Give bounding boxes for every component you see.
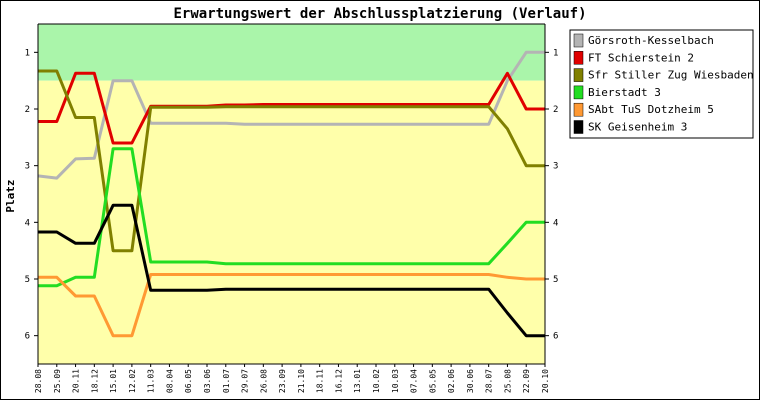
y-tick-label-left: 2	[25, 105, 30, 115]
y-tick-label-left: 6	[25, 332, 30, 342]
x-tick-label: 05.05	[428, 369, 437, 393]
x-tick-label: 20.10	[541, 369, 550, 393]
series-line-2	[38, 69, 545, 253]
x-tick-label: 28.08	[34, 369, 43, 393]
legend-swatch-2	[573, 68, 584, 82]
y-tick-label-right: 2	[553, 105, 558, 115]
x-tick-label: 07.04	[410, 369, 419, 393]
x-tick-label: 18.11	[316, 369, 325, 393]
x-tick-label: 10.02	[372, 369, 381, 393]
y-tick-label-left: 5	[25, 275, 30, 285]
series-line-1	[38, 71, 545, 145]
legend-label-1: FT Schierstein 2	[588, 51, 694, 64]
x-tick-label: 15.01	[109, 369, 118, 393]
x-tick-label: 06.05	[184, 369, 193, 393]
y-tick-label-right: 3	[553, 162, 558, 172]
legend-swatch-4	[573, 102, 584, 117]
y-tick-label-left: 4	[25, 218, 30, 228]
x-tick-label: 22.09	[522, 369, 531, 393]
y-tick-label-right: 6	[553, 332, 558, 342]
y-tick-label-left: 3	[25, 162, 30, 172]
legend-swatch-3	[573, 85, 584, 100]
y-tick-label-right: 4	[553, 218, 558, 228]
x-tick-label: 21.10	[297, 369, 306, 393]
chart-title: Erwartungswert der Abschlussplatzierung …	[173, 6, 586, 22]
legend-label-4: SAbt TuS Dotzheim 5	[588, 103, 714, 116]
x-tick-label: 03.06	[203, 369, 212, 393]
x-tick-label: 02.06	[447, 369, 456, 393]
x-tick-label: 10.03	[391, 369, 400, 393]
y-axis-label: Platz	[4, 179, 17, 212]
legend-swatch-0	[573, 33, 584, 48]
x-tick-label: 12.02	[128, 369, 137, 393]
x-tick-label: 28.07	[485, 369, 494, 393]
x-tick-label: 01.07	[222, 369, 231, 393]
x-tick-label: 11.03	[147, 369, 156, 393]
x-tick-label: 23.09	[278, 369, 287, 393]
y-tick-label-right: 1	[553, 48, 558, 58]
plot-band-1	[38, 80, 545, 365]
x-tick-label: 30.06	[466, 369, 475, 393]
series-line-4	[38, 273, 545, 338]
y-tick-label-left: 1	[25, 48, 30, 58]
legend-swatch-1	[573, 51, 584, 65]
legend-box	[569, 29, 754, 139]
x-tick-label: 26.08	[259, 369, 268, 393]
plot-band-0	[38, 24, 545, 81]
series-line-0	[37, 50, 545, 180]
series-line-3	[38, 147, 545, 288]
legend-label-5: SK Geisenheim 3	[588, 121, 687, 134]
series-line-5	[38, 203, 545, 338]
legend-label-0: Görsroth-Kesselbach	[588, 34, 714, 47]
legend-swatch-5	[573, 120, 584, 134]
y-tick-label-right: 5	[553, 275, 558, 285]
x-tick-label: 16.12	[334, 369, 343, 393]
x-tick-label: 29.07	[241, 369, 250, 393]
legend-label-3: Bierstadt 3	[588, 86, 661, 99]
x-tick-label: 25.09	[53, 369, 62, 393]
x-tick-label: 13.01	[353, 369, 362, 393]
x-tick-label: 18.12	[90, 369, 99, 393]
x-tick-label: 25.08	[503, 369, 512, 393]
x-tick-label: 20.11	[72, 369, 81, 393]
x-tick-label: 08.04	[165, 369, 174, 393]
legend-label-2: Sfr Stiller Zug Wiesbaden 2	[588, 69, 760, 82]
